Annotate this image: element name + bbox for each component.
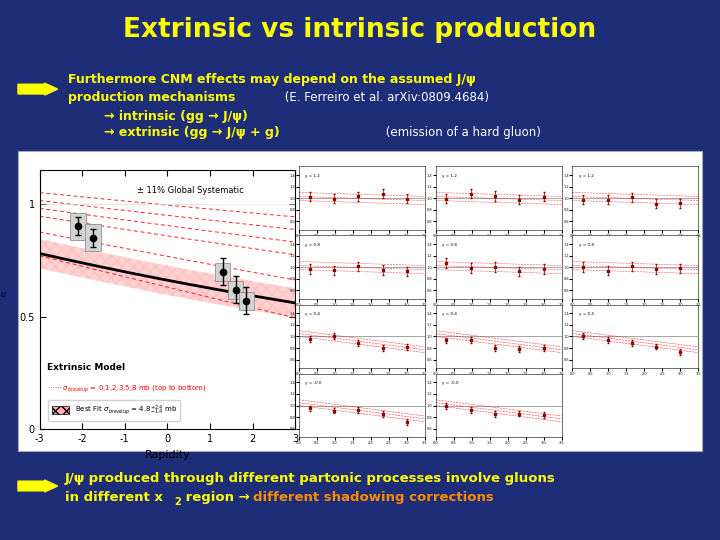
- Bar: [238, 292, 254, 310]
- X-axis label: Rapidity: Rapidity: [145, 450, 190, 460]
- Bar: [228, 281, 243, 299]
- Text: 2: 2: [174, 497, 181, 507]
- Legend: Best Fit $\sigma_{breakup}$ = $4.8^{+2.4}_{-1.4}$ mb: Best Fit $\sigma_{breakup}$ = $4.8^{+2.4…: [48, 400, 180, 421]
- Text: y = 0.4: y = 0.4: [442, 312, 456, 316]
- Y-axis label: $R_{dAu}$: $R_{dAu}$: [0, 286, 6, 300]
- Text: region →: region →: [181, 491, 255, 504]
- Text: y = 0.8: y = 0.8: [305, 243, 320, 247]
- FancyBboxPatch shape: [18, 151, 702, 451]
- Text: Extrinsic Model: Extrinsic Model: [48, 363, 125, 372]
- Bar: [215, 262, 230, 281]
- Text: (E. Ferreiro et al. arXiv:0809.4684): (E. Ferreiro et al. arXiv:0809.4684): [281, 91, 489, 104]
- Text: $\cdots\cdots\;\sigma_{breakup}$ = 0,1,2,3,5,8 mb (top to bottom): $\cdots\cdots\;\sigma_{breakup}$ = 0,1,2…: [48, 383, 207, 395]
- Text: y = 0.4: y = 0.4: [579, 312, 593, 316]
- Text: Extrinsic vs intrinsic production: Extrinsic vs intrinsic production: [123, 17, 597, 43]
- FancyArrow shape: [18, 480, 58, 492]
- Text: y = 1.2: y = 1.2: [305, 174, 320, 178]
- Bar: [71, 213, 86, 240]
- Text: y = 0.8: y = 0.8: [579, 243, 594, 247]
- Text: Furthermore CNM effects may depend on the assumed J/ψ: Furthermore CNM effects may depend on th…: [68, 73, 476, 86]
- Text: y = -0.0: y = -0.0: [442, 381, 459, 386]
- Text: produced through different partonic processes involve gluons: produced through different partonic proc…: [84, 472, 554, 485]
- Text: J/ψ: J/ψ: [65, 472, 85, 485]
- Text: in different x: in different x: [65, 491, 163, 504]
- Text: y = 0.4: y = 0.4: [305, 312, 320, 316]
- Text: y = 1.2: y = 1.2: [579, 174, 593, 178]
- Text: different shadowing corrections: different shadowing corrections: [253, 491, 494, 504]
- Text: → intrinsic (gg → J/ψ): → intrinsic (gg → J/ψ): [104, 110, 248, 123]
- Text: production mechanisms: production mechanisms: [68, 91, 235, 104]
- Text: → extrinsic (gg → J/ψ + g): → extrinsic (gg → J/ψ + g): [104, 126, 280, 139]
- Bar: [85, 224, 101, 251]
- Text: y = -0.0: y = -0.0: [305, 381, 322, 386]
- Text: y = 1.2: y = 1.2: [442, 174, 456, 178]
- Text: ± 11% Global Systematic: ± 11% Global Systematic: [137, 186, 243, 194]
- Text: (emission of a hard gluon): (emission of a hard gluon): [382, 126, 541, 139]
- Text: y = 0.8: y = 0.8: [442, 243, 457, 247]
- FancyArrow shape: [18, 83, 58, 95]
